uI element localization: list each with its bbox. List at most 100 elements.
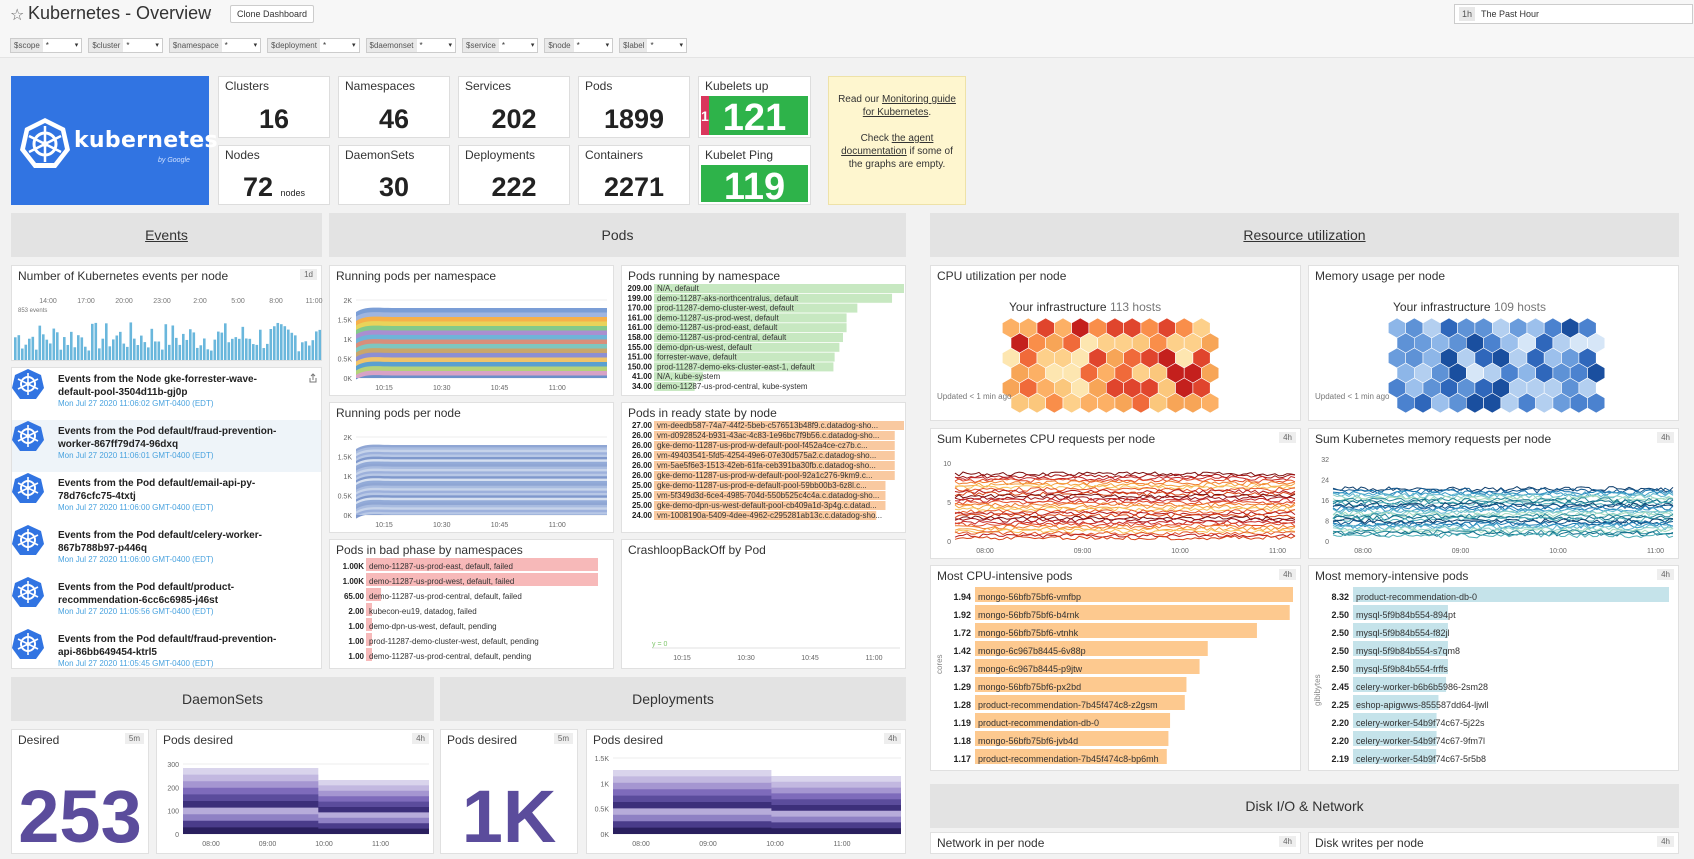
- series-line: [954, 508, 1296, 514]
- star-icon[interactable]: ☆: [10, 7, 25, 24]
- event-item[interactable]: Events from the Pod default/fraud-preven…: [12, 628, 321, 668]
- bad-phase-chart[interactable]: 1.00K demo-11287-us-prod-east, default, f…: [330, 540, 614, 669]
- bar-value: 1.94: [953, 592, 971, 602]
- events-bar-chart[interactable]: 14:00 17:00 20:00 23:00 2:00 5:00 8:00 11:00 853…: [12, 266, 323, 362]
- time-range-selector[interactable]: 1h The Past Hour: [1454, 4, 1693, 24]
- event-bar: [66, 344, 70, 360]
- area-band: [183, 827, 429, 834]
- series-line: [954, 502, 1296, 508]
- note-text: if some of the graphs are empty.: [848, 146, 953, 170]
- series-line: [954, 504, 1296, 510]
- y-tick-label: 2K: [343, 435, 352, 442]
- section-resource-utilization[interactable]: Resource utilization: [930, 213, 1679, 257]
- x-tick-label: 11:00: [549, 385, 566, 392]
- template-variable[interactable]: $namespace * ▾: [168, 38, 262, 53]
- event-timestamp: Mon Jul 27 2020 11:05:45 GMT-0400 (EDT): [58, 659, 214, 668]
- bar: [366, 633, 372, 646]
- event-bar: [73, 347, 77, 360]
- template-variable[interactable]: $deployment * ▾: [267, 38, 360, 53]
- bar-value: 1.00: [348, 622, 364, 631]
- series-line: [954, 513, 1296, 519]
- bar-label: eshop-apigwws-855587dd64-ljwll: [1356, 700, 1489, 710]
- event-bar: [112, 339, 115, 360]
- x-tick-label: 10:00: [1171, 548, 1189, 555]
- template-variable[interactable]: $label * ▾: [619, 38, 687, 53]
- event-bar: [196, 347, 199, 360]
- event-bar: [231, 338, 234, 360]
- event-item[interactable]: Events from the Pod default/product-reco…: [12, 576, 321, 628]
- bar-label: mysql-5f9b84b554-frffs: [1356, 664, 1448, 674]
- event-timestamp: Mon Jul 27 2020 11:06:02 GMT-0400 (EDT): [58, 399, 214, 408]
- bar: [654, 501, 886, 510]
- panel-title: Pods desired: [593, 733, 664, 747]
- ready-by-node-chart[interactable]: 27.00 vm-deedb587-74a7-44f2-5beb-c576513b…: [622, 403, 906, 533]
- event-item[interactable]: Events from the Pod default/celery-worke…: [12, 524, 321, 576]
- y-tick-label: 0: [175, 832, 179, 839]
- panel-memory-requests: Sum Kubernetes memory requests per node …: [1308, 428, 1679, 559]
- section-title: Pods: [601, 227, 634, 243]
- event-bar: [241, 326, 245, 360]
- template-variable[interactable]: $service * ▾: [462, 38, 539, 53]
- chevron-down-icon: ▾: [605, 42, 610, 49]
- event-bar: [175, 337, 178, 360]
- time-range-abbr: 1h: [1459, 7, 1476, 21]
- stat-number: 72: [242, 172, 273, 202]
- bar: [654, 342, 840, 352]
- cpu-hostmap[interactable]: [931, 266, 1302, 422]
- series-line: [954, 475, 1296, 481]
- template-variable[interactable]: $daemonset * ▾: [365, 38, 457, 53]
- bar: [1353, 713, 1437, 728]
- y-tick-label: 10: [943, 461, 951, 468]
- bar: [975, 587, 1293, 602]
- bar-label: mongo-56bfb75bf6-b4rnk: [978, 610, 1080, 620]
- section-deployments: Deployments: [440, 677, 906, 721]
- bar-value: 2.50: [1331, 628, 1349, 638]
- memory-intensive-chart[interactable]: 8.32 product-recommendation-db-0 2.50 mysql…: [1309, 566, 1679, 771]
- event-bar: [136, 345, 140, 360]
- deployments-pods-chart[interactable]: 0K 0.5K 1K 1.5K 08:00 09:00 10:00 11:00: [587, 730, 907, 855]
- event-item[interactable]: Events from the Pod default/email-api-py…: [12, 472, 321, 524]
- event-bar: [234, 337, 238, 360]
- event-bar: [276, 322, 280, 360]
- event-bar: [192, 332, 196, 360]
- event-bar: [70, 331, 73, 360]
- template-variable[interactable]: $scope * ▾: [10, 38, 83, 53]
- x-tick-label: 11:00: [1269, 548, 1286, 555]
- dashboard-title[interactable]: Kubernetes - Overview: [28, 3, 212, 23]
- panel-memory-intensive-pods: Most memory-intensive pods 4h gibibytes …: [1308, 565, 1679, 771]
- panel-title: Pods running by namespace: [628, 269, 781, 283]
- bar-label: demo-11287-us-prod-central, default, pen…: [369, 652, 531, 661]
- cpu-requests-chart[interactable]: 0 5 10 08:00 09:00 10:00 11:00: [931, 429, 1302, 560]
- bar-value: 25.00: [632, 481, 653, 490]
- bar-value: 1.19: [953, 718, 971, 728]
- pods-by-namespace-chart[interactable]: 209.00 N/A, default 199.00 demo-11287-aks-n…: [622, 266, 906, 396]
- bar: [654, 362, 834, 372]
- template-variable[interactable]: $cluster * ▾: [88, 38, 163, 53]
- event-item[interactable]: Events from the Node gke-forrester-wave-…: [12, 368, 321, 420]
- memory-hostmap[interactable]: [1309, 266, 1680, 422]
- cpu-intensive-chart[interactable]: 1.94 mongo-56bfb75bf6-vmfbp 1.92 mongo-56bf…: [931, 566, 1301, 771]
- bar-value: 1.00: [348, 652, 364, 661]
- panel-events-per-node: Number of Kubernetes events per node 1d …: [11, 265, 323, 362]
- agent-docs-link[interactable]: the agent documentation: [841, 133, 934, 157]
- x-tick-label: 17:00: [77, 298, 95, 305]
- template-variable[interactable]: $node * ▾: [544, 38, 614, 53]
- series-line: [1332, 532, 1674, 539]
- running-pods-namespace-chart[interactable]: 0K 0.5K 1K 1.5K 2K 10:15 10:30 10:45 11:00: [330, 266, 615, 397]
- daemonsets-pods-chart[interactable]: 0 100 200 300 08:00 09:00 10:00 11:00: [157, 730, 435, 855]
- crashloop-chart[interactable]: 10:15 10:30 10:45 11:00 y = 0: [622, 540, 907, 670]
- bar-value: 209.00: [628, 284, 653, 293]
- chevron-down-icon: ▾: [253, 42, 258, 49]
- share-icon[interactable]: [308, 373, 318, 383]
- memory-requests-chart[interactable]: 0 8 16 24 32 08:00 09:00 10:00 11:00: [1309, 429, 1680, 560]
- clone-dashboard-button[interactable]: Clone Dashboard: [230, 5, 315, 23]
- monitoring-guide-link[interactable]: Monitoring guide for Kubernetes: [862, 94, 956, 118]
- event-item[interactable]: Events from the Pod default/fraud-preven…: [12, 420, 321, 472]
- bar-label: demo-11287-us-prod-east, default: [657, 323, 778, 332]
- section-events[interactable]: Events: [11, 213, 322, 257]
- running-pods-node-chart[interactable]: 0K 0.5K 1K 1.5K 2K 10:15 10:30 10:45 11:00: [330, 403, 615, 534]
- event-timestamp: Mon Jul 27 2020 11:06:01 GMT-0400 (EDT): [58, 451, 214, 460]
- bar: [654, 293, 893, 303]
- chevron-down-icon[interactable]: ⌄: [203, 6, 214, 20]
- area-band: [356, 511, 607, 517]
